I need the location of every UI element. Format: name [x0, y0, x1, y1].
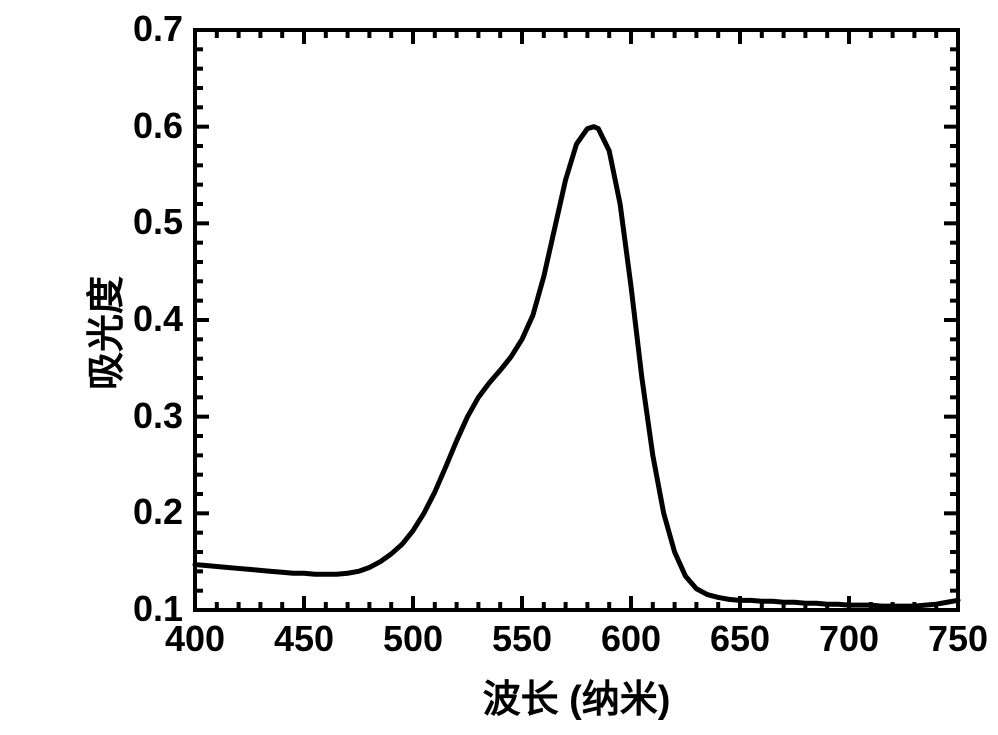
x-tick-label: 450 [254, 618, 354, 660]
x-tick-label: 550 [472, 618, 572, 660]
chart-container: 吸光度 波长 (纳米) 4004505005506006507007500.10… [0, 0, 998, 735]
x-tick-label: 600 [581, 618, 681, 660]
y-axis-label: 吸光度 [75, 276, 130, 390]
y-tick-label: 0.2 [133, 491, 183, 533]
x-axis-label: 波长 (纳米) [457, 668, 697, 723]
y-tick-label: 0.1 [133, 588, 183, 630]
x-tick-label: 750 [908, 618, 998, 660]
x-tick-label: 650 [690, 618, 790, 660]
y-tick-label: 0.5 [133, 201, 183, 243]
y-tick-label: 0.6 [133, 105, 183, 147]
x-tick-label: 500 [363, 618, 463, 660]
y-tick-label: 0.3 [133, 395, 183, 437]
y-tick-label: 0.4 [133, 298, 183, 340]
y-tick-label: 0.7 [133, 8, 183, 50]
x-tick-label: 700 [799, 618, 899, 660]
